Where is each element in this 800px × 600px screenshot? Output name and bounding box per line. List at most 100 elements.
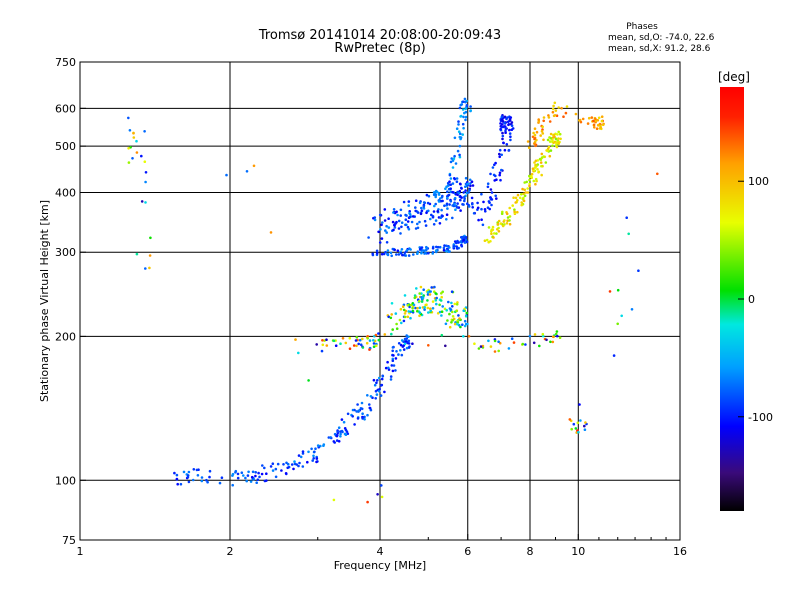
echo-point bbox=[551, 138, 554, 142]
echo-point bbox=[479, 345, 483, 348]
chart-subtitle: RwPretec (8p) bbox=[334, 41, 426, 56]
echo-point bbox=[315, 457, 319, 460]
echo-point bbox=[549, 340, 552, 344]
echo-point bbox=[449, 160, 453, 164]
echo-point bbox=[505, 222, 509, 225]
echo-point bbox=[557, 141, 560, 145]
echo-point bbox=[254, 471, 257, 474]
echo-point bbox=[481, 223, 485, 227]
echo-point bbox=[434, 195, 438, 199]
echo-point bbox=[175, 477, 179, 481]
echo-point bbox=[469, 184, 472, 188]
echo-point bbox=[453, 154, 456, 158]
echo-point bbox=[483, 208, 487, 211]
echo-point bbox=[462, 335, 465, 338]
echo-point bbox=[455, 247, 459, 250]
echo-point bbox=[341, 430, 344, 434]
echo-point bbox=[205, 478, 208, 482]
echo-point bbox=[144, 171, 148, 174]
echo-point bbox=[592, 123, 596, 127]
y-tick-label: 500 bbox=[55, 140, 76, 153]
echo-point bbox=[465, 104, 469, 107]
echo-point bbox=[501, 137, 504, 141]
echo-point bbox=[393, 226, 397, 229]
echo-point bbox=[386, 252, 389, 256]
echo-point bbox=[545, 338, 548, 342]
echo-point bbox=[528, 182, 531, 186]
echo-point bbox=[526, 140, 530, 143]
echo-point bbox=[337, 426, 341, 430]
echo-point bbox=[301, 452, 305, 455]
echo-point bbox=[496, 222, 500, 226]
echo-point bbox=[476, 201, 479, 205]
echo-point bbox=[400, 221, 404, 224]
echo-point bbox=[395, 350, 398, 353]
echo-point bbox=[240, 471, 244, 475]
echo-point bbox=[427, 194, 431, 198]
data-points bbox=[127, 97, 659, 504]
echo-point bbox=[546, 138, 550, 142]
echo-point bbox=[486, 185, 490, 189]
echo-point bbox=[397, 253, 401, 256]
echo-point bbox=[380, 252, 384, 256]
echo-point bbox=[271, 462, 275, 466]
echo-point bbox=[380, 484, 383, 487]
echo-point bbox=[461, 100, 465, 103]
echo-point bbox=[402, 348, 406, 351]
echo-point bbox=[557, 106, 560, 109]
echo-point bbox=[534, 182, 537, 186]
echo-point bbox=[140, 200, 144, 203]
echo-point bbox=[551, 110, 555, 114]
echo-point bbox=[463, 195, 466, 199]
echo-point bbox=[558, 132, 562, 136]
echo-point bbox=[453, 322, 457, 326]
echo-point bbox=[540, 152, 544, 156]
echo-point bbox=[542, 119, 545, 123]
echo-point bbox=[408, 210, 412, 213]
echo-point bbox=[329, 436, 333, 439]
echo-point bbox=[418, 292, 422, 295]
echo-point bbox=[503, 219, 506, 222]
echo-point bbox=[509, 135, 512, 138]
echo-point bbox=[409, 316, 412, 320]
echo-point bbox=[377, 376, 381, 380]
echo-point bbox=[461, 133, 465, 136]
phase-stat-x: mean, sd,X: 91.2, 28.6 bbox=[608, 44, 711, 54]
echo-point bbox=[494, 174, 497, 178]
echo-point bbox=[528, 334, 532, 338]
echo-point bbox=[358, 338, 362, 342]
echo-point bbox=[498, 155, 502, 159]
echo-point bbox=[419, 285, 423, 289]
echo-point bbox=[620, 314, 623, 318]
echo-point bbox=[375, 393, 379, 396]
echo-point bbox=[554, 137, 558, 140]
colorbar-tick-label: 100 bbox=[748, 175, 769, 188]
echo-point bbox=[416, 222, 419, 226]
echo-point bbox=[472, 212, 476, 215]
echo-point bbox=[501, 118, 504, 121]
echo-point bbox=[366, 413, 369, 417]
x-axis-label: Frequency [MHz] bbox=[334, 559, 426, 572]
echo-point bbox=[392, 208, 396, 211]
echo-point bbox=[418, 201, 422, 205]
echo-point bbox=[200, 476, 204, 479]
echo-point bbox=[446, 190, 449, 193]
echo-point bbox=[191, 478, 195, 482]
echo-point bbox=[445, 309, 449, 312]
echo-point bbox=[487, 200, 491, 203]
echo-point bbox=[444, 322, 448, 326]
echo-point bbox=[528, 174, 531, 178]
echo-point bbox=[297, 464, 300, 468]
echo-point bbox=[458, 155, 462, 159]
echo-point bbox=[447, 300, 450, 304]
echo-point bbox=[499, 222, 503, 225]
echo-point bbox=[418, 314, 421, 318]
echo-point bbox=[458, 182, 462, 186]
echo-point bbox=[312, 457, 316, 460]
echo-point bbox=[600, 115, 604, 118]
echo-point bbox=[548, 154, 552, 158]
echo-point bbox=[516, 210, 519, 214]
echo-point bbox=[225, 173, 228, 177]
echo-point bbox=[451, 216, 454, 220]
echo-point bbox=[420, 206, 423, 210]
